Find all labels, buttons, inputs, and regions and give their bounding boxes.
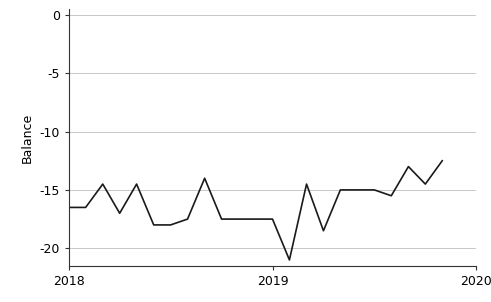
Y-axis label: Balance: Balance — [21, 112, 34, 162]
